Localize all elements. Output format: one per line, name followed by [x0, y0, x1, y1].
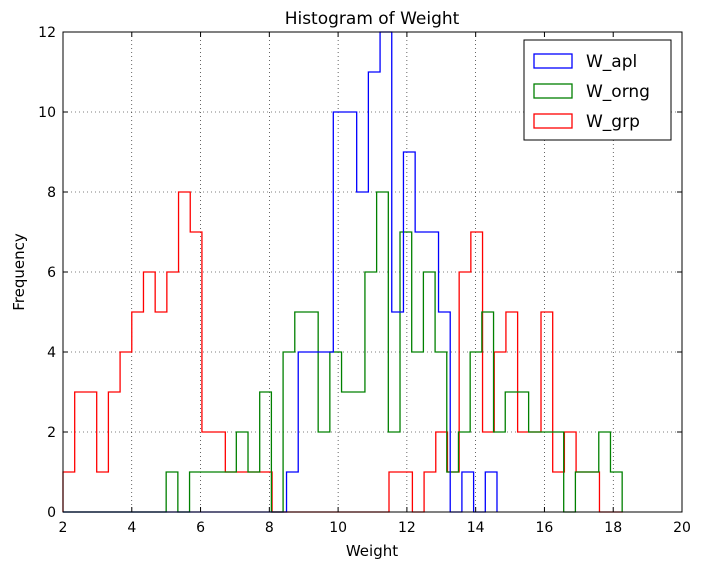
legend-swatch [533, 53, 573, 69]
series-w-orng-step [63, 191, 623, 513]
x-axis-label: Weight [346, 542, 398, 560]
x-tick-label: 8 [265, 520, 274, 536]
x-tick-label: 14 [467, 520, 485, 536]
chart-title: Histogram of Weight [285, 9, 460, 29]
legend-label: W_grp [586, 112, 640, 132]
y-tick-label: 2 [47, 425, 56, 441]
x-tick-label: 10 [329, 520, 347, 536]
y-tick-label: 8 [47, 185, 56, 201]
legend: W_apl W_orng W_grp [523, 39, 672, 141]
legend-box [523, 39, 672, 141]
legend-swatch [533, 113, 573, 129]
y-axis-label: Frequency [10, 233, 28, 311]
y-tick-label: 6 [47, 265, 56, 281]
x-tick-label: 2 [59, 520, 68, 536]
x-tick-label: 16 [536, 520, 554, 536]
y-tick-label: 12 [38, 25, 56, 41]
legend-label: W_apl [586, 52, 637, 72]
series-w-apl-step [63, 31, 498, 513]
x-tick-label: 20 [673, 520, 691, 536]
x-tick-label: 18 [604, 520, 622, 536]
y-tick-label: 10 [38, 105, 56, 121]
y-tick-label: 0 [47, 505, 56, 521]
x-tick-label: 6 [196, 520, 205, 536]
y-tick-label: 4 [47, 345, 56, 361]
x-tick-label: 4 [127, 520, 136, 536]
x-tick-label: 12 [398, 520, 416, 536]
legend-label: W_orng [586, 82, 650, 102]
legend-swatch [533, 83, 573, 99]
